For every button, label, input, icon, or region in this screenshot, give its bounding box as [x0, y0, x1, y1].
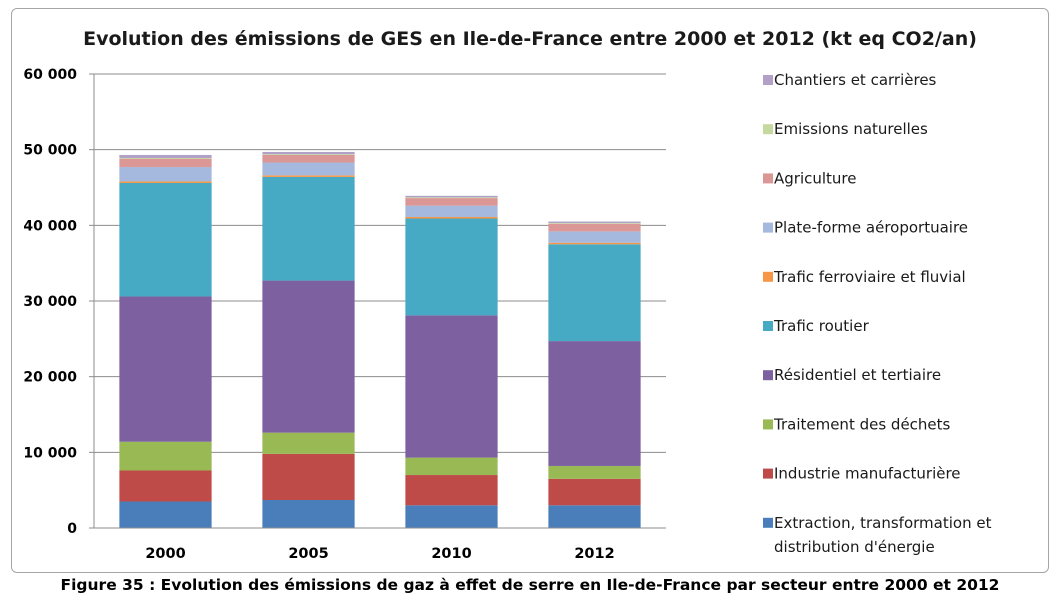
legend-swatch — [763, 321, 773, 331]
legend-label: Industrie manufacturière — [774, 465, 961, 483]
legend-swatch — [763, 370, 773, 381]
legend-item: Industrie manufacturière — [763, 465, 961, 483]
bar-segment — [119, 470, 212, 502]
bar-segment — [262, 500, 355, 528]
bar-segment — [548, 223, 641, 232]
legend-item: Chantiers et carrières — [763, 71, 937, 89]
legend-item: Emissions naturelles — [763, 120, 928, 138]
bar-segment — [405, 195, 498, 198]
legend-swatch — [763, 75, 773, 85]
legend-label: distribution d'énergie — [774, 538, 935, 556]
bar-segment — [548, 231, 641, 243]
bar-segment — [262, 162, 355, 176]
bar-segment — [262, 280, 355, 433]
legend-item: Extraction, transformation et distributio… — [763, 514, 992, 556]
y-tick-label: 20 000 — [23, 370, 77, 386]
bar-segment — [548, 223, 641, 224]
bar-segment — [262, 175, 355, 177]
bar-segment — [119, 157, 212, 159]
legend-label: Traitement des déchets — [773, 415, 951, 433]
bar-segment — [262, 453, 355, 501]
legend-swatch — [763, 468, 773, 479]
legend-item: Traitement des déchets — [763, 415, 951, 433]
x-tick-label: 2005 — [288, 546, 328, 562]
legend-label: Trafic routier — [773, 317, 870, 335]
bar-segment — [119, 441, 212, 471]
bar-segment — [405, 205, 498, 218]
y-axis: 0 10 000 20 000 30 000 40 000 50 000 60 000 — [23, 67, 95, 537]
bar-segment — [548, 341, 641, 466]
y-tick-label: 10 000 — [23, 445, 77, 461]
y-tick-label: 40 000 — [23, 218, 77, 234]
bar-segment — [119, 501, 212, 528]
bar-segment — [119, 154, 212, 158]
legend-label: Trafic ferroviaire et fluvial — [773, 268, 966, 286]
chart: Evolution des émissions de GES en Ile-de… — [23, 28, 992, 562]
legend-swatch — [763, 222, 773, 233]
bar-segment — [119, 181, 212, 183]
legend-swatch — [763, 517, 773, 528]
bar-segment — [262, 154, 355, 155]
bar-segment — [548, 242, 641, 245]
bar-segment — [405, 198, 498, 206]
legend-label: Extraction, transformation et — [774, 514, 992, 532]
y-tick-label: 30 000 — [23, 294, 77, 310]
bar-segment — [548, 505, 641, 528]
bar-segment — [405, 315, 498, 458]
legend-label: Chantiers et carrières — [774, 71, 937, 89]
y-tick-label: 0 — [67, 521, 77, 537]
bar-segment — [119, 167, 212, 182]
y-tick-label: 60 000 — [23, 67, 77, 83]
figure-caption: Figure 35 : Evolution des émissions de g… — [60, 576, 1000, 594]
legend-item: Agriculture — [763, 169, 857, 187]
bar-segment — [548, 478, 641, 506]
bar-segment — [405, 457, 498, 476]
bar-segment — [262, 151, 355, 155]
bar-segment — [405, 505, 498, 528]
legend-label: Plate-forme aéroportuaire — [774, 219, 968, 237]
legend-swatch — [763, 173, 773, 184]
x-axis: 2000 2005 2010 2012 — [94, 527, 666, 562]
legend-label: Agriculture — [774, 169, 857, 187]
legend-item: Résidentiel et tertiaire — [763, 366, 941, 384]
bar-segment — [405, 217, 498, 219]
bars — [119, 151, 641, 528]
x-tick-label: 2000 — [145, 546, 185, 562]
bar-segment — [119, 296, 212, 442]
legend-label: Résidentiel et tertiaire — [774, 366, 941, 384]
legend-item: Trafic ferroviaire et fluvial — [763, 268, 966, 286]
bar-segment — [119, 182, 212, 297]
bar-segment — [405, 197, 498, 199]
bar-segment — [548, 221, 641, 224]
bar-segment — [262, 432, 355, 454]
x-tick-label: 2010 — [431, 546, 471, 562]
legend-label: Emissions naturelles — [774, 120, 928, 138]
bar-segment — [548, 465, 641, 479]
legend-swatch — [763, 419, 773, 430]
legend-swatch — [763, 124, 773, 135]
bar-segment — [119, 158, 212, 168]
x-tick-label: 2012 — [574, 546, 614, 562]
bar-segment — [262, 154, 355, 163]
chart-title: Evolution des émissions de GES en Ile-de… — [83, 28, 977, 50]
bar-segment — [405, 218, 498, 316]
bar-segment — [405, 475, 498, 506]
legend-swatch — [763, 271, 773, 282]
y-tick-label: 50 000 — [23, 143, 77, 159]
legend-item: Plate-forme aéroportuaire — [763, 219, 968, 237]
legend: Chantiers et carrières Emissions naturell… — [763, 71, 992, 556]
bar-segment — [548, 244, 641, 342]
bar-segment — [262, 176, 355, 281]
legend-item: Trafic routier — [763, 317, 870, 335]
